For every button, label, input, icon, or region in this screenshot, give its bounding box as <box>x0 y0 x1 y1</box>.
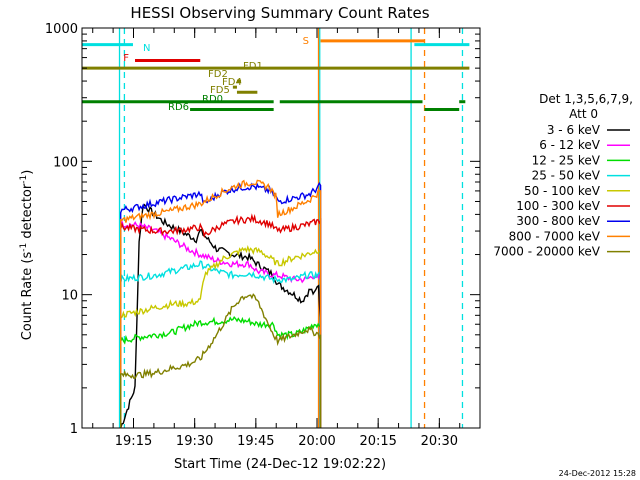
x-tick-label-1: 19:30 <box>176 434 213 449</box>
legend-label-7: 800 - 7000 keV <box>509 229 601 243</box>
y-tick-label-0: 1 <box>70 422 78 437</box>
flag-label-7: RD0 <box>202 94 223 105</box>
series-line-4 <box>119 245 322 428</box>
series-line-5 <box>119 213 322 428</box>
y-tick-label-1: 10 <box>61 289 78 304</box>
y-tick-label-2: 100 <box>53 155 78 170</box>
y-axis-label-part3: ) <box>20 170 35 175</box>
flag-label-3: FD1 <box>243 61 263 72</box>
x-axis-label: Start Time (24-Dec-12 19:02:22) <box>174 457 386 472</box>
legend-label-6: 300 - 800 keV <box>516 214 600 228</box>
series-line-7 <box>119 179 322 428</box>
x-tick-label-2: 19:45 <box>237 434 274 449</box>
series-line-0 <box>120 203 322 428</box>
flag-label-8: RD6 <box>168 102 189 113</box>
y-axis-label-part1: Count Rate (s <box>20 252 35 341</box>
x-tick-label-3: 20:00 <box>298 434 335 449</box>
legend-label-2: 12 - 25 keV <box>532 153 601 167</box>
flag-label-6: FD5 <box>210 85 230 96</box>
legend-label-1: 6 - 12 keV <box>539 138 601 152</box>
legend-label-3: 25 - 50 keV <box>532 169 601 183</box>
flag-label-2: S <box>303 36 309 47</box>
y-axis-label: Count Rate (s-1 detector-1) <box>19 170 35 341</box>
x-tick-label-0: 19:15 <box>115 434 152 449</box>
legend-label-4: 50 - 100 keV <box>524 184 601 198</box>
plot-area <box>82 28 470 428</box>
axes: 1 10 100 1000 19:15 19:30 19:45 20:00 20:15 20:30 <box>45 22 481 449</box>
flag-label-4: FD2 <box>208 69 228 80</box>
y-tick-label-3: 1000 <box>45 22 78 37</box>
x-tick-label-4: 20:15 <box>359 434 396 449</box>
series-line-3 <box>119 260 322 428</box>
x-tick-label-5: 20:30 <box>421 434 458 449</box>
plot-frame <box>81 27 481 429</box>
legend-label-8: 7000 - 20000 keV <box>493 245 600 259</box>
series-line-8 <box>119 293 322 428</box>
legend-header-2: Att 0 <box>569 107 598 121</box>
y-axis-label-sup2: -1 <box>19 175 29 184</box>
flag-label-0: N <box>143 43 150 54</box>
series-line-1 <box>119 221 322 428</box>
y-axis-label-sup1: -1 <box>19 243 29 252</box>
y-axis-label-part2: detector <box>20 183 35 243</box>
flag-label-5: FD4 <box>222 77 242 88</box>
chart-title: HESSI Observing Summary Count Rates <box>130 4 429 22</box>
legend-header-1: Det 1,3,5,6,7,9, <box>539 92 633 106</box>
flag-label-1: F <box>123 53 129 64</box>
date-stamp: 24-Dec-2012 15:28 <box>559 469 636 478</box>
legend-label-5: 100 - 300 keV <box>516 199 600 213</box>
legend-label-0: 3 - 6 keV <box>547 123 601 137</box>
series-line-2 <box>119 315 322 428</box>
